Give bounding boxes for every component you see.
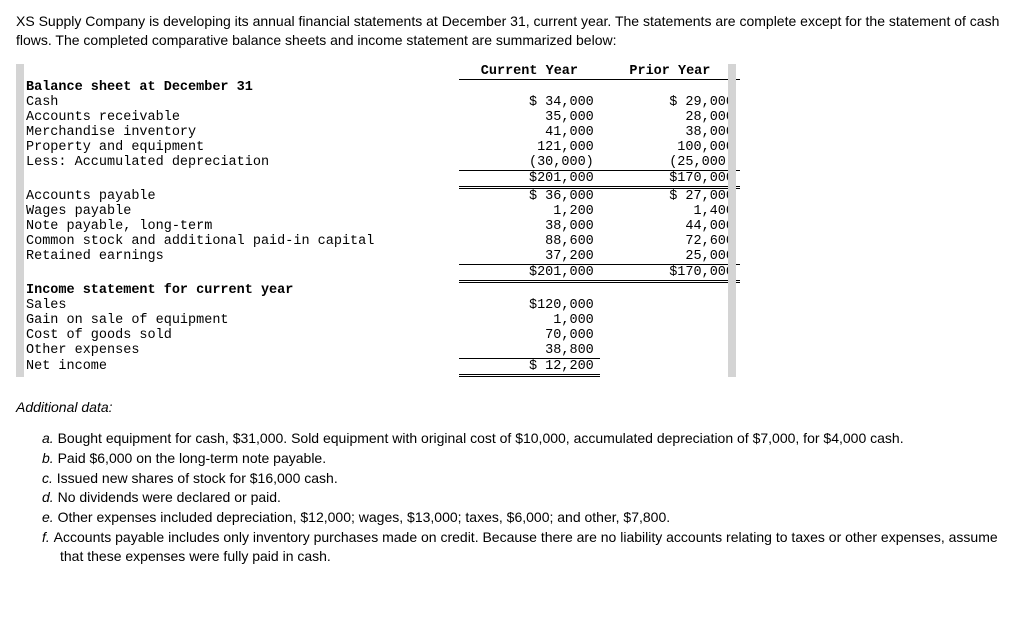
- column-header-row: Current Year Prior Year: [20, 64, 740, 80]
- row-label: Cost of goods sold: [20, 328, 459, 343]
- value-cell: 38,000: [459, 219, 600, 234]
- table-row: Gain on sale of equipment1,000: [20, 313, 740, 328]
- row-label: Gain on sale of equipment: [20, 313, 459, 328]
- list-item-label: a.: [42, 430, 58, 446]
- table-row: $201,000$170,000: [20, 264, 740, 281]
- list-item: b. Paid $6,000 on the long-term note pay…: [42, 449, 1008, 468]
- value-cell: [600, 313, 740, 328]
- list-item: e. Other expenses included depreciation,…: [42, 508, 1008, 527]
- table-row: Merchandise inventory41,00038,000: [20, 125, 740, 140]
- value-cell: 1,200: [459, 204, 600, 219]
- value-cell: $ 29,000: [600, 95, 740, 110]
- row-label: Accounts receivable: [20, 110, 459, 125]
- list-item-label: e.: [42, 509, 58, 525]
- table-row: Net income$ 12,200: [20, 358, 740, 375]
- list-item-text: Accounts payable includes only inventory…: [54, 529, 998, 564]
- value-cell: $170,000: [600, 170, 740, 187]
- additional-data-title: Additional data:: [16, 399, 1008, 415]
- value-cell: $ 27,000: [600, 187, 740, 204]
- value-cell: $ 12,200: [459, 358, 600, 375]
- value-cell: $170,000: [600, 264, 740, 281]
- value-cell: 38,800: [459, 343, 600, 359]
- table-row: Accounts receivable35,00028,000: [20, 110, 740, 125]
- value-cell: 121,000: [459, 140, 600, 155]
- row-label: Accounts payable: [20, 187, 459, 204]
- value-cell: 70,000: [459, 328, 600, 343]
- table-row: Cost of goods sold70,000: [20, 328, 740, 343]
- value-cell: (25,000): [600, 155, 740, 171]
- value-cell: [600, 328, 740, 343]
- row-label: Retained earnings: [20, 249, 459, 265]
- list-item-text: Bought equipment for cash, $31,000. Sold…: [58, 430, 904, 446]
- value-cell: 88,600: [459, 234, 600, 249]
- value-cell: 1,000: [459, 313, 600, 328]
- value-cell: 38,000: [600, 125, 740, 140]
- value-cell: $201,000: [459, 264, 600, 281]
- list-item-label: c.: [42, 470, 57, 486]
- value-cell: [600, 358, 740, 375]
- value-cell: 72,600: [600, 234, 740, 249]
- list-item-text: Issued new shares of stock for $16,000 c…: [57, 470, 338, 486]
- row-label: Merchandise inventory: [20, 125, 459, 140]
- value-cell: $201,000: [459, 170, 600, 187]
- list-item: d. No dividends were declared or paid.: [42, 488, 1008, 507]
- col-header-prior: Prior Year: [600, 64, 740, 80]
- value-cell: 28,000: [600, 110, 740, 125]
- row-label: Less: Accumulated depreciation: [20, 155, 459, 171]
- table-row: Retained earnings37,20025,000: [20, 249, 740, 265]
- table-row: Property and equipment121,000100,000: [20, 140, 740, 155]
- value-cell: 25,000: [600, 249, 740, 265]
- table-row: Less: Accumulated depreciation(30,000)(2…: [20, 155, 740, 171]
- intro-paragraph: XS Supply Company is developing its annu…: [16, 12, 1008, 50]
- table-row: $201,000$170,000: [20, 170, 740, 187]
- list-item-label: b.: [42, 450, 58, 466]
- row-label: Cash: [20, 95, 459, 110]
- value-cell: $ 34,000: [459, 95, 600, 110]
- value-cell: 1,400: [600, 204, 740, 219]
- list-item-text: Paid $6,000 on the long-term note payabl…: [58, 450, 327, 466]
- table-row: Wages payable1,2001,400: [20, 204, 740, 219]
- balance-sheet-title: Balance sheet at December 31: [20, 79, 740, 95]
- table-row: Common stock and additional paid-in capi…: [20, 234, 740, 249]
- row-label: Other expenses: [20, 343, 459, 359]
- table-row: Note payable, long-term38,00044,000: [20, 219, 740, 234]
- list-item-label: f.: [42, 529, 54, 545]
- row-label: Sales: [20, 298, 459, 313]
- table-row: Sales$120,000: [20, 298, 740, 313]
- list-item: f. Accounts payable includes only invent…: [42, 528, 1008, 566]
- list-item-label: d.: [42, 489, 58, 505]
- value-cell: $120,000: [459, 298, 600, 313]
- value-cell: 35,000: [459, 110, 600, 125]
- table-row: Other expenses38,800: [20, 343, 740, 359]
- row-label: Property and equipment: [20, 140, 459, 155]
- additional-data-list: a. Bought equipment for cash, $31,000. S…: [16, 429, 1008, 566]
- financial-table-container: Current Year Prior Year Balance sheet at…: [16, 64, 736, 377]
- table-row: Accounts payable$ 36,000$ 27,000: [20, 187, 740, 204]
- row-label: [20, 264, 459, 281]
- value-cell: [600, 298, 740, 313]
- value-cell: 44,000: [600, 219, 740, 234]
- list-item-text: Other expenses included depreciation, $1…: [58, 509, 671, 525]
- list-item: a. Bought equipment for cash, $31,000. S…: [42, 429, 1008, 448]
- income-statement-title: Income statement for current year: [20, 281, 740, 298]
- value-cell: (30,000): [459, 155, 600, 171]
- value-cell: 100,000: [600, 140, 740, 155]
- financial-table: Current Year Prior Year Balance sheet at…: [20, 64, 740, 377]
- col-header-current: Current Year: [459, 64, 600, 80]
- table-right-gray-bar: [728, 64, 736, 377]
- value-cell: 41,000: [459, 125, 600, 140]
- row-label: Net income: [20, 358, 459, 375]
- row-label: Note payable, long-term: [20, 219, 459, 234]
- row-label: [20, 170, 459, 187]
- list-item: c. Issued new shares of stock for $16,00…: [42, 469, 1008, 488]
- row-label: Common stock and additional paid-in capi…: [20, 234, 459, 249]
- value-cell: $ 36,000: [459, 187, 600, 204]
- row-label: Wages payable: [20, 204, 459, 219]
- table-row: Cash$ 34,000$ 29,000: [20, 95, 740, 110]
- value-cell: 37,200: [459, 249, 600, 265]
- value-cell: [600, 343, 740, 359]
- table-left-gray-bar: [16, 64, 24, 377]
- list-item-text: No dividends were declared or paid.: [58, 489, 281, 505]
